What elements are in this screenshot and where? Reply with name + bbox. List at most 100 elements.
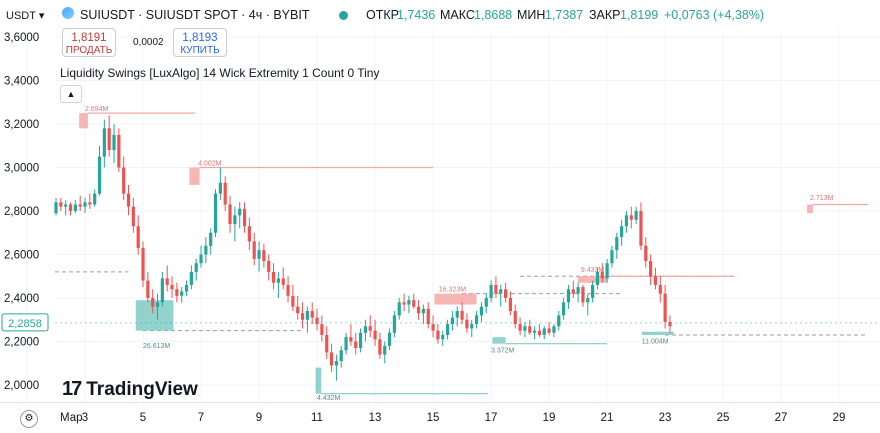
current-price-label: 2,2858 <box>8 318 42 330</box>
change-value: +0,0763 (+4,38%) <box>664 8 765 22</box>
candle-body <box>354 341 358 349</box>
x-tick-label: 9 <box>256 412 262 424</box>
candle-body <box>271 271 276 283</box>
x-tick-label: 17 <box>485 412 498 424</box>
candle-body <box>441 334 445 340</box>
liquidity-zone-label: 2.694M <box>85 106 109 113</box>
buy-label: КУПИТЬ <box>180 45 220 56</box>
sell-button[interactable]: 1,8191 ПРОДАТЬ <box>62 28 116 57</box>
candle-body <box>102 128 106 157</box>
candle-body <box>238 208 242 216</box>
candle-body <box>267 261 271 272</box>
high-label: МАКС <box>440 8 475 22</box>
y-tick-label: 2,8000 <box>4 206 39 218</box>
y-tick-label: 3,2000 <box>4 119 39 131</box>
candle-body <box>213 193 218 233</box>
candle-body <box>518 324 522 331</box>
candle-body <box>455 311 459 318</box>
liquidity-zone <box>315 367 322 394</box>
x-tick-label: 29 <box>833 412 846 424</box>
candle-body <box>421 308 426 314</box>
indicator-title[interactable]: Liquidity Swings [LuxAlgo] 14 Wick Extre… <box>60 66 380 80</box>
candle-body <box>479 306 484 316</box>
open-value: 1,7436 <box>397 8 436 22</box>
candle-body <box>73 204 77 211</box>
buy-price: 1,8193 <box>182 32 218 44</box>
time-axis[interactable]: Мар 3 5 7 9 11 13 15 17 19 21 23 25 27 29 <box>60 412 845 424</box>
candle-body <box>117 134 121 168</box>
candle-body <box>68 204 73 211</box>
candle-body <box>407 300 411 305</box>
liquidity-zone-label: 16.323M <box>439 286 466 293</box>
candle-body <box>218 182 222 194</box>
bottom-bar <box>0 402 880 433</box>
candle-body <box>223 182 227 205</box>
current-price-tag <box>1 313 49 332</box>
liquidity-zone <box>492 337 506 344</box>
candle-body <box>610 250 614 264</box>
candle-body <box>320 324 324 335</box>
x-tick-label: 3 <box>82 412 88 424</box>
candle-body <box>378 339 382 355</box>
candle-body <box>233 215 237 225</box>
liquidity-zone-label: 2.713M <box>810 195 834 202</box>
chevron-up-icon[interactable]: ▲ <box>60 85 82 103</box>
candle-body <box>78 204 82 207</box>
x-tick-label: 21 <box>601 412 614 424</box>
liquidity-zones: 2.694M 4.002M 26.613M 4.432M 16.323M 3.372M 9.… <box>79 106 868 402</box>
gear-icon[interactable]: ⚙ <box>20 410 38 428</box>
candle-body <box>503 289 508 298</box>
candle-body <box>276 278 280 283</box>
liquidity-zone-label: 4.432M <box>317 395 341 402</box>
candle-body <box>615 237 619 251</box>
tradingview-logo: 17 TradingView <box>62 378 198 401</box>
candle-body <box>141 247 145 281</box>
candle-body <box>151 298 155 307</box>
candle-body <box>450 317 455 325</box>
candle-body <box>165 278 169 285</box>
candle-body <box>204 245 208 255</box>
candle-body <box>542 328 546 335</box>
sell-label: ПРОДАТЬ <box>65 45 113 56</box>
candle-body <box>262 250 266 262</box>
candle-body <box>571 289 575 294</box>
liquidity-zone <box>189 167 200 185</box>
candle-body <box>363 326 368 333</box>
x-tick-label: Мар <box>60 412 83 424</box>
candle-body <box>431 324 435 331</box>
candle-body <box>329 352 334 366</box>
candle-body <box>170 284 174 290</box>
candle-body <box>402 302 406 305</box>
y-tick-label: 2,6000 <box>4 250 39 262</box>
y-tick-label: 3,0000 <box>4 163 39 175</box>
x-tick-label: 27 <box>775 412 788 424</box>
candle-body <box>122 167 126 194</box>
candle-body <box>184 284 189 292</box>
candle-body <box>296 306 300 314</box>
buy-button[interactable]: 1,8193 КУПИТЬ <box>173 28 227 57</box>
low-label: МИН <box>517 8 546 22</box>
candle-body <box>344 337 348 351</box>
x-tick-label: 15 <box>427 412 440 424</box>
symbol-title[interactable]: SUIUSDT · SUIUSDT SPOT · 4ч · BYBIT <box>80 8 310 22</box>
liquidity-zone-label: 11.004M <box>642 339 669 346</box>
y-tick-label: 3,6000 <box>4 32 39 44</box>
candle-body <box>310 311 314 318</box>
candle-body <box>460 311 464 320</box>
liquidity-zone-label: 26.613M <box>143 343 170 350</box>
candle-body <box>663 293 667 322</box>
x-tick-label: 19 <box>543 412 556 424</box>
candle-body <box>54 202 58 214</box>
candle-body <box>591 284 595 298</box>
candle-body <box>209 232 213 246</box>
candle-body <box>412 300 416 307</box>
price-axis[interactable]: 2,0000 2,2000 2,4000 2,6000 2,8000 3,0000 3,20… <box>1 32 880 392</box>
x-tick-label: 5 <box>140 412 146 424</box>
open-label: ОТКР <box>366 8 399 22</box>
candle-body <box>358 332 363 349</box>
y-tick-label: 2,2000 <box>4 337 39 349</box>
candle-body <box>600 271 604 279</box>
candle-body <box>83 202 87 207</box>
currency-selector[interactable]: USDT ▾ <box>6 9 44 22</box>
